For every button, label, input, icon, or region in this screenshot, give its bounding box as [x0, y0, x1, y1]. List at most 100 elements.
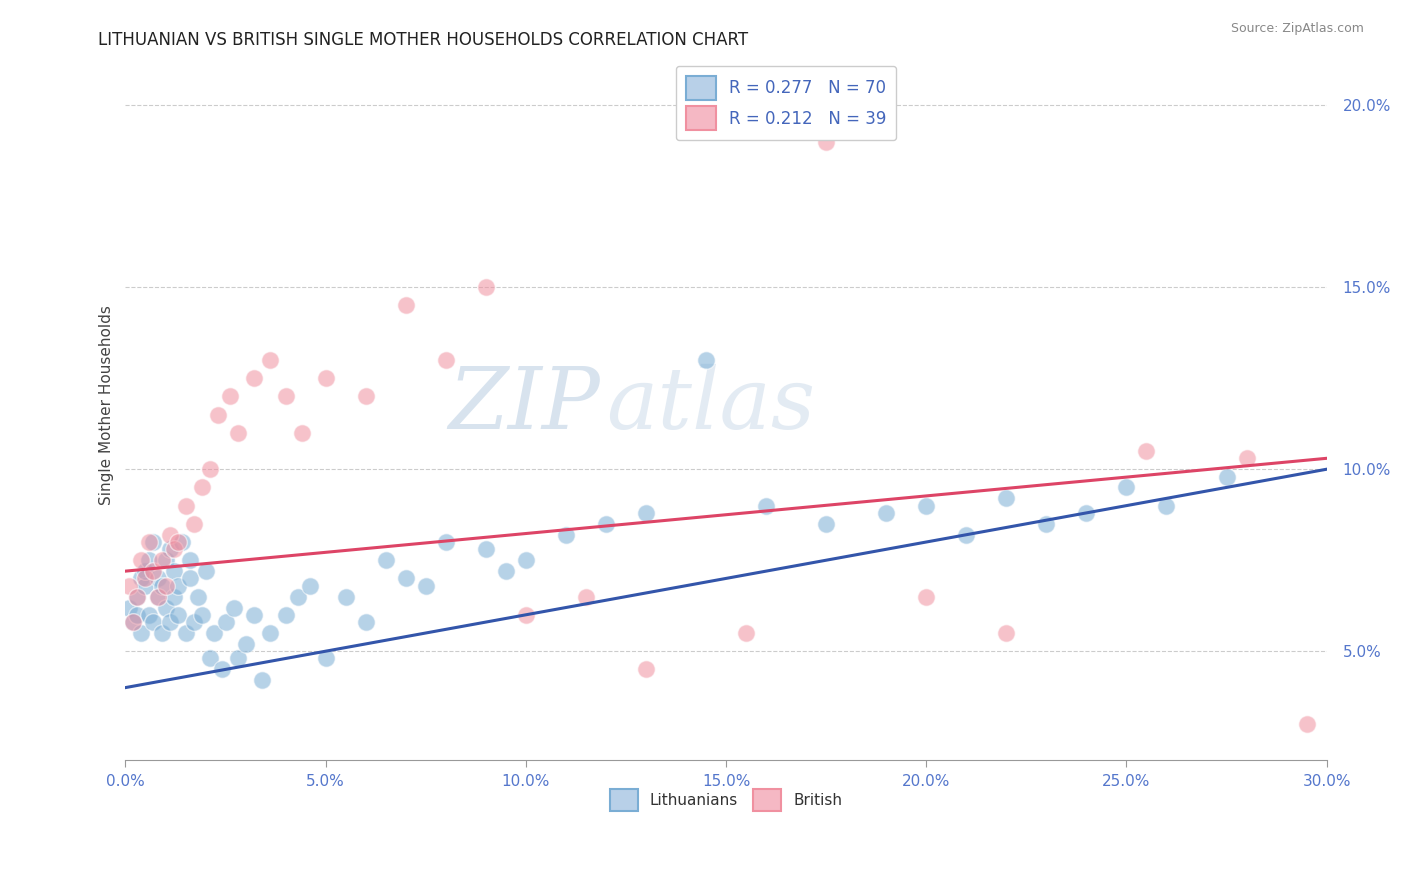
Point [298, 579, 321, 593]
Point [134, 571, 156, 585]
Point [155, 600, 177, 615]
Point [142, 535, 165, 549]
Legend: Lithuanians, British: Lithuanians, British [605, 783, 848, 816]
Point [575, 590, 598, 604]
Point [131, 626, 153, 640]
Point [183, 615, 205, 629]
Point [634, 662, 657, 676]
Point [226, 651, 249, 665]
Point [174, 499, 197, 513]
Point [1295, 717, 1317, 731]
Point [190, 607, 212, 622]
Point [434, 535, 457, 549]
Point [214, 615, 236, 629]
Point [166, 535, 188, 549]
Point [159, 615, 181, 629]
Point [735, 626, 758, 640]
Point [242, 371, 264, 385]
Point [242, 607, 264, 622]
Point [134, 564, 156, 578]
Point [1236, 451, 1258, 466]
Point [118, 579, 141, 593]
Y-axis label: Single Mother Households: Single Mother Households [100, 306, 114, 506]
Point [554, 527, 576, 541]
Point [207, 408, 229, 422]
Point [259, 353, 281, 368]
Point [515, 553, 537, 567]
Point [274, 607, 297, 622]
Point [815, 516, 838, 531]
Point [142, 615, 165, 629]
Point [475, 542, 498, 557]
Point [146, 571, 169, 585]
Point [186, 590, 208, 604]
Point [291, 425, 314, 440]
Point [162, 590, 184, 604]
Point [150, 579, 173, 593]
Point [875, 506, 897, 520]
Point [138, 535, 160, 549]
Point [222, 600, 245, 615]
Point [434, 353, 457, 368]
Point [159, 527, 181, 541]
Point [1156, 499, 1178, 513]
Point [179, 553, 201, 567]
Point [218, 389, 240, 403]
Text: ZIP: ZIP [449, 364, 600, 447]
Text: atlas: atlas [606, 364, 815, 447]
Point [155, 579, 177, 593]
Point [995, 491, 1018, 506]
Point [595, 516, 617, 531]
Point [1035, 516, 1057, 531]
Text: LITHUANIAN VS BRITISH SINGLE MOTHER HOUSEHOLDS CORRELATION CHART: LITHUANIAN VS BRITISH SINGLE MOTHER HOUS… [98, 31, 748, 49]
Point [127, 607, 149, 622]
Text: Source: ZipAtlas.com: Source: ZipAtlas.com [1230, 22, 1364, 36]
Point [335, 590, 357, 604]
Point [1215, 469, 1237, 483]
Point [159, 542, 181, 557]
Point [915, 499, 938, 513]
Point [127, 590, 149, 604]
Point [495, 564, 517, 578]
Point [194, 564, 217, 578]
Point [211, 662, 233, 676]
Point [259, 626, 281, 640]
Point [127, 590, 149, 604]
Point [122, 615, 145, 629]
Point [131, 571, 153, 585]
Point [150, 553, 173, 567]
Point [198, 651, 221, 665]
Point [138, 553, 160, 567]
Point [183, 516, 205, 531]
Point [202, 626, 225, 640]
Point [755, 499, 778, 513]
Point [155, 553, 177, 567]
Point [226, 425, 249, 440]
Point [122, 615, 145, 629]
Point [150, 626, 173, 640]
Point [190, 480, 212, 494]
Point [1115, 480, 1137, 494]
Point [995, 626, 1018, 640]
Point [250, 673, 273, 688]
Point [134, 579, 156, 593]
Point [695, 353, 717, 368]
Point [142, 564, 165, 578]
Point [287, 590, 309, 604]
Point [354, 389, 377, 403]
Point [235, 637, 257, 651]
Point [395, 298, 418, 312]
Point [515, 607, 537, 622]
Point [198, 462, 221, 476]
Point [354, 615, 377, 629]
Point [1076, 506, 1098, 520]
Point [174, 626, 197, 640]
Point [138, 607, 160, 622]
Point [118, 600, 141, 615]
Point [1135, 444, 1157, 458]
Point [815, 135, 838, 149]
Point [162, 564, 184, 578]
Point [374, 553, 396, 567]
Point [166, 579, 188, 593]
Point [315, 651, 337, 665]
